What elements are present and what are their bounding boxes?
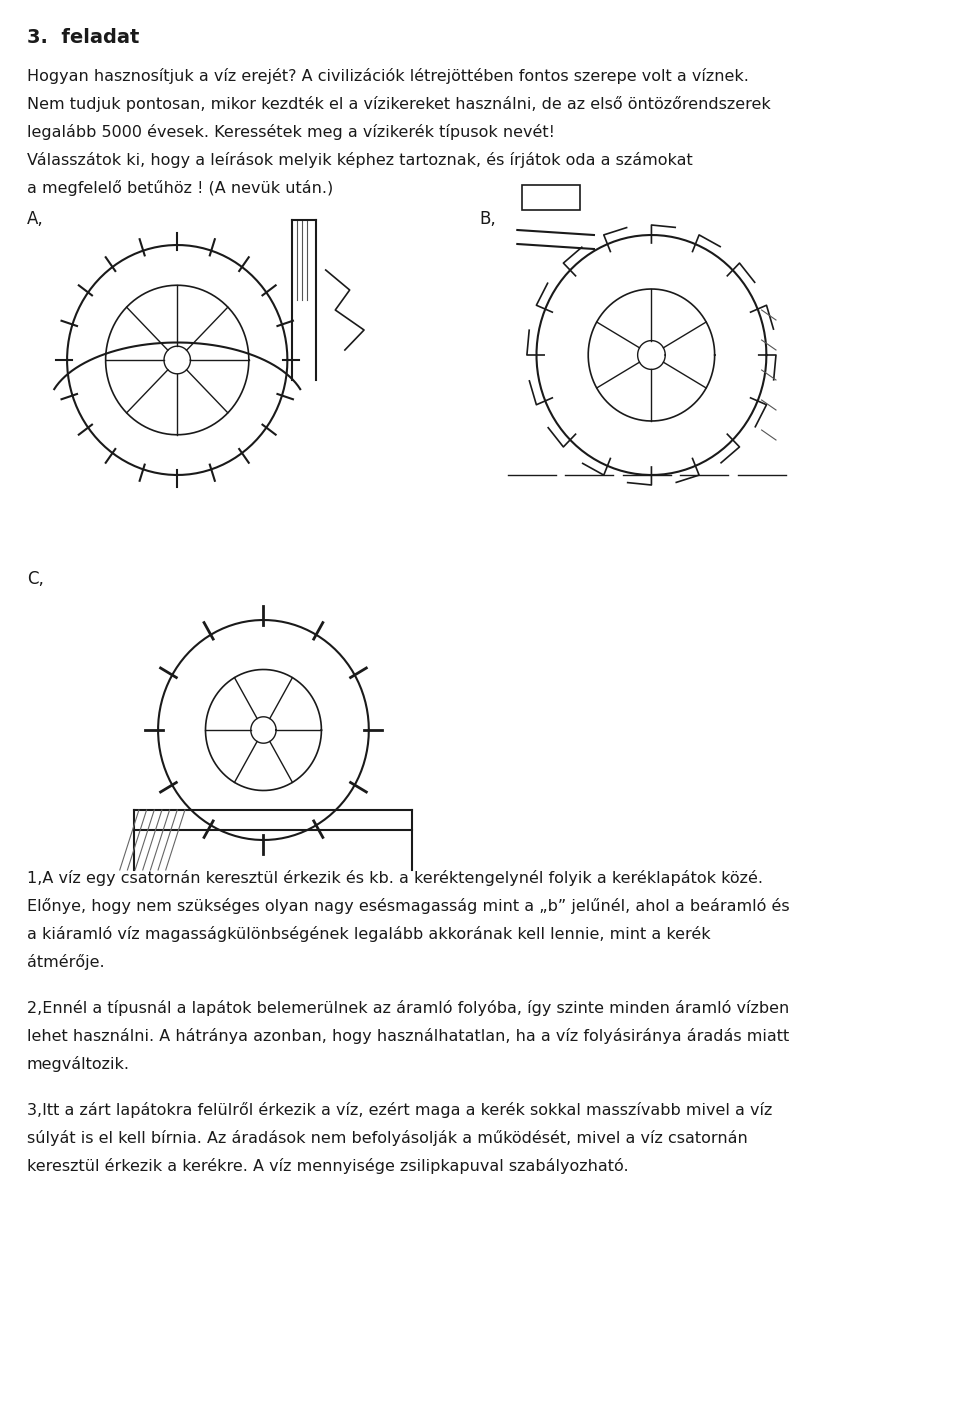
Text: a kiáramló víz magasságkülönbségének legalább akkorának kell lennie, mint a keré: a kiáramló víz magasságkülönbségének leg…: [27, 926, 710, 941]
Text: B,: B,: [479, 210, 495, 228]
Text: 3.  feladat: 3. feladat: [27, 28, 139, 47]
Text: átmérője.: átmérője.: [27, 954, 105, 970]
Text: 3,Itt a zárt lapátokra felülről érkezik a víz, ezért maga a kerék sokkal masszív: 3,Itt a zárt lapátokra felülről érkezik …: [27, 1102, 772, 1118]
Text: 2,Ennél a típusnál a lapátok belemerülnek az áramló folyóba, így szinte minden á: 2,Ennél a típusnál a lapátok belemerülne…: [27, 1000, 789, 1015]
Text: Hogyan hasznosítjuk a víz erejét? A civilizációk létrejöttében fontos szerepe vo: Hogyan hasznosítjuk a víz erejét? A civi…: [27, 68, 749, 84]
Text: súlyát is el kell bírnia. Az áradások nem befolyásolják a működését, mivel a víz: súlyát is el kell bírnia. Az áradások ne…: [27, 1130, 748, 1146]
Bar: [522, 185, 580, 210]
Text: a megfelelő betűhöz ! (A nevük után.): a megfelelő betűhöz ! (A nevük után.): [27, 181, 333, 196]
Text: Válasszátok ki, hogy a leírások melyik képhez tartoznak, és írjátok oda a számok: Válasszátok ki, hogy a leírások melyik k…: [27, 152, 692, 168]
FancyBboxPatch shape: [479, 230, 891, 530]
Text: Előnye, hogy nem szükséges olyan nagy esésmagasság mint a „b” jelűnél, ahol a be: Előnye, hogy nem szükséges olyan nagy es…: [27, 899, 789, 914]
Text: 1,A víz egy csatornán keresztül érkezik és kb. a keréktengelynél folyik a kerékl: 1,A víz egy csatornán keresztül érkezik …: [27, 870, 763, 886]
FancyBboxPatch shape: [27, 230, 429, 530]
Text: A,: A,: [27, 210, 43, 228]
Text: Nem tudjuk pontosan, mikor kezdték el a vízikereket használni, de az első öntöző: Nem tudjuk pontosan, mikor kezdték el a …: [27, 97, 771, 112]
Text: C,: C,: [27, 570, 44, 589]
Text: lehet használni. A hátránya azonban, hogy használhatatlan, ha a víz folyásiránya: lehet használni. A hátránya azonban, hog…: [27, 1028, 789, 1044]
Text: megváltozik.: megváltozik.: [27, 1057, 130, 1072]
Text: legalább 5000 évesek. Keressétek meg a vízikerék típusok nevét!: legalább 5000 évesek. Keressétek meg a v…: [27, 124, 555, 139]
Text: keresztül érkezik a kerékre. A víz mennyisége zsilipkapuval szabályozható.: keresztül érkezik a kerékre. A víz menny…: [27, 1158, 629, 1175]
